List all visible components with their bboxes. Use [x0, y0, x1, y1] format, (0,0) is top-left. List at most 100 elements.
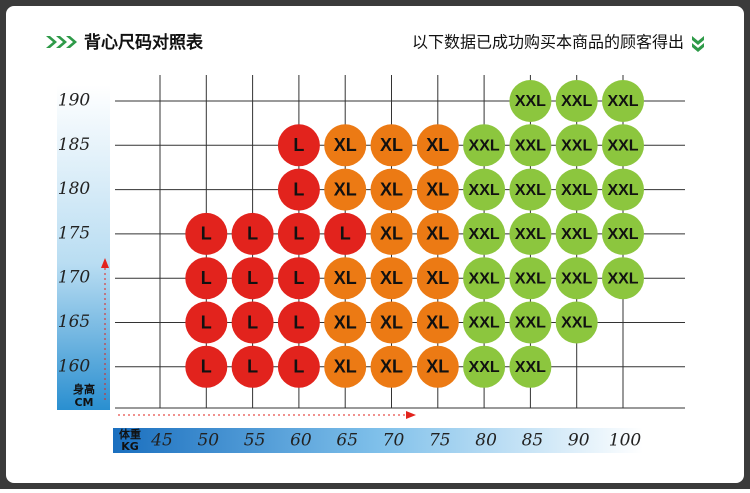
- size-label: XL: [334, 268, 357, 288]
- size-label: XXL: [607, 226, 638, 243]
- weight-unit-label: 体重: [119, 427, 141, 441]
- size-label: L: [247, 312, 258, 332]
- weight-label: 80: [475, 431, 497, 451]
- size-label: XL: [426, 357, 449, 377]
- weight-label: 75: [429, 431, 451, 451]
- size-label: XL: [380, 224, 403, 244]
- weight-label: 65: [336, 431, 358, 451]
- height-label: 190: [58, 91, 91, 111]
- size-dot: [555, 301, 598, 344]
- size-label: XL: [426, 312, 449, 332]
- size-dot: [463, 124, 506, 167]
- size-label: XXL: [469, 138, 500, 155]
- size-label: XXL: [561, 315, 592, 332]
- size-dot: [416, 168, 459, 211]
- weight-label: 70: [383, 431, 405, 451]
- size-dot: [602, 168, 644, 211]
- size-dot: [463, 301, 506, 344]
- size-dot: [416, 301, 459, 344]
- size-label: XL: [334, 135, 357, 155]
- size-dot: [277, 345, 320, 388]
- size-dot: [370, 124, 413, 167]
- size-dot: [509, 301, 552, 344]
- size-dot: [602, 80, 644, 122]
- title: 背心尺码对照表: [84, 32, 204, 53]
- size-label: XL: [380, 179, 403, 199]
- size-dot: [324, 212, 367, 255]
- weight-label: 100: [609, 431, 642, 451]
- height-label: 160: [58, 356, 91, 376]
- size-dot: [231, 301, 274, 344]
- weight-label: 85: [522, 431, 544, 451]
- size-label: XXL: [561, 270, 592, 287]
- size-dot: [555, 80, 598, 122]
- weight-label: 90: [568, 431, 590, 451]
- size-label: L: [201, 224, 212, 244]
- size-label: L: [247, 224, 258, 244]
- size-dot: [416, 124, 459, 167]
- size-label: L: [247, 357, 258, 377]
- size-dot: [277, 124, 320, 167]
- size-label: XXL: [469, 315, 500, 332]
- height-arrow-head: [101, 258, 109, 268]
- size-label: XXL: [469, 270, 500, 287]
- size-label: L: [201, 268, 212, 288]
- size-dot: [509, 124, 552, 167]
- note: 以下数据已成功购买本商品的顾客得出: [412, 33, 684, 52]
- size-label: XXL: [515, 138, 546, 155]
- size-label: L: [201, 312, 212, 332]
- height-unit-label: 身高: [73, 382, 95, 396]
- size-dot: [277, 168, 320, 211]
- weight-label: 45: [150, 431, 173, 451]
- size-dot: [324, 168, 367, 211]
- size-dot: [509, 257, 552, 300]
- size-dot: [370, 168, 413, 211]
- size-label: XXL: [515, 226, 546, 243]
- weight-bar: [113, 428, 643, 453]
- size-label: XL: [426, 268, 449, 288]
- size-dot: [463, 168, 506, 211]
- size-dot: [231, 257, 274, 300]
- size-label: XL: [380, 135, 403, 155]
- size-label: XXL: [469, 182, 500, 199]
- size-dot: [324, 301, 367, 344]
- size-dot: [509, 212, 552, 255]
- size-label: XXL: [607, 270, 638, 287]
- size-dot: [370, 301, 413, 344]
- size-label: XXL: [515, 182, 546, 199]
- size-label: L: [293, 357, 304, 377]
- size-dot: [602, 124, 644, 167]
- size-dot: [185, 212, 228, 255]
- size-dot: [370, 257, 413, 300]
- size-dot: [185, 345, 228, 388]
- size-dot: [277, 212, 320, 255]
- height-label: 185: [58, 135, 90, 155]
- size-label: XL: [334, 357, 357, 377]
- size-label: XXL: [561, 93, 592, 110]
- size-dot: [324, 345, 367, 388]
- height-label: 175: [58, 223, 90, 243]
- size-label: XXL: [515, 315, 546, 332]
- size-label: L: [293, 179, 304, 199]
- size-dot: [555, 168, 598, 211]
- size-dot: [463, 212, 506, 255]
- size-label: XXL: [515, 270, 546, 287]
- size-dot: [277, 257, 320, 300]
- size-dot: [370, 212, 413, 255]
- weight-unit: KG: [121, 440, 139, 453]
- size-dot: [509, 345, 552, 388]
- size-label: XXL: [607, 93, 638, 110]
- size-dot: [324, 124, 367, 167]
- size-label: XL: [426, 179, 449, 199]
- title-chevrons: [46, 36, 77, 48]
- size-label: L: [201, 357, 212, 377]
- grid: 190 185 180 175 170 165 160 45 50 55 60 65 70 75 80 85 9…: [58, 75, 685, 451]
- size-label: XXL: [469, 226, 500, 243]
- size-dot: [185, 257, 228, 300]
- size-label: L: [247, 268, 258, 288]
- size-dot: [416, 257, 459, 300]
- size-dot: [463, 257, 506, 300]
- size-label: XXL: [607, 138, 638, 155]
- height-unit: CM: [74, 396, 93, 409]
- weight-label: 60: [290, 431, 312, 451]
